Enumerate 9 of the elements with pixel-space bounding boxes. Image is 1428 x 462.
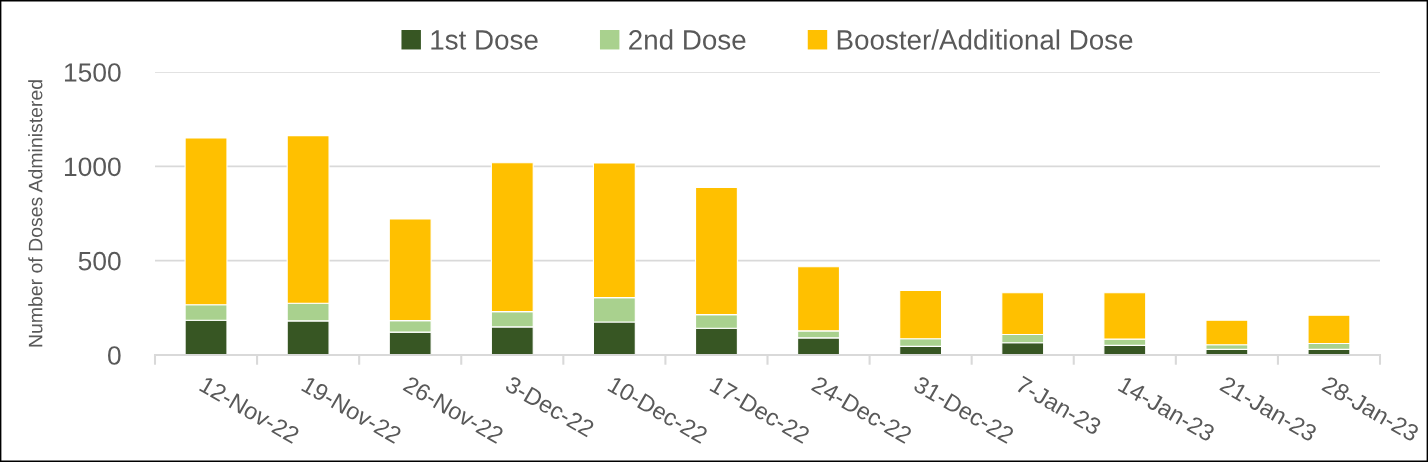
- bar: [1205, 319, 1249, 346]
- y-tick-label: 1000: [64, 157, 121, 177]
- y-tick-label: 500: [78, 251, 121, 271]
- legend-label: 2nd Dose: [629, 29, 746, 50]
- y-axis-title: Number of Doses Administered: [28, 80, 43, 347]
- legend-label: 1st Dose: [431, 30, 538, 50]
- y-tick-label: 1500: [64, 63, 121, 82]
- legend-label: Booster/Additional Dose: [837, 29, 1133, 50]
- y-tick-label: 0: [108, 346, 121, 365]
